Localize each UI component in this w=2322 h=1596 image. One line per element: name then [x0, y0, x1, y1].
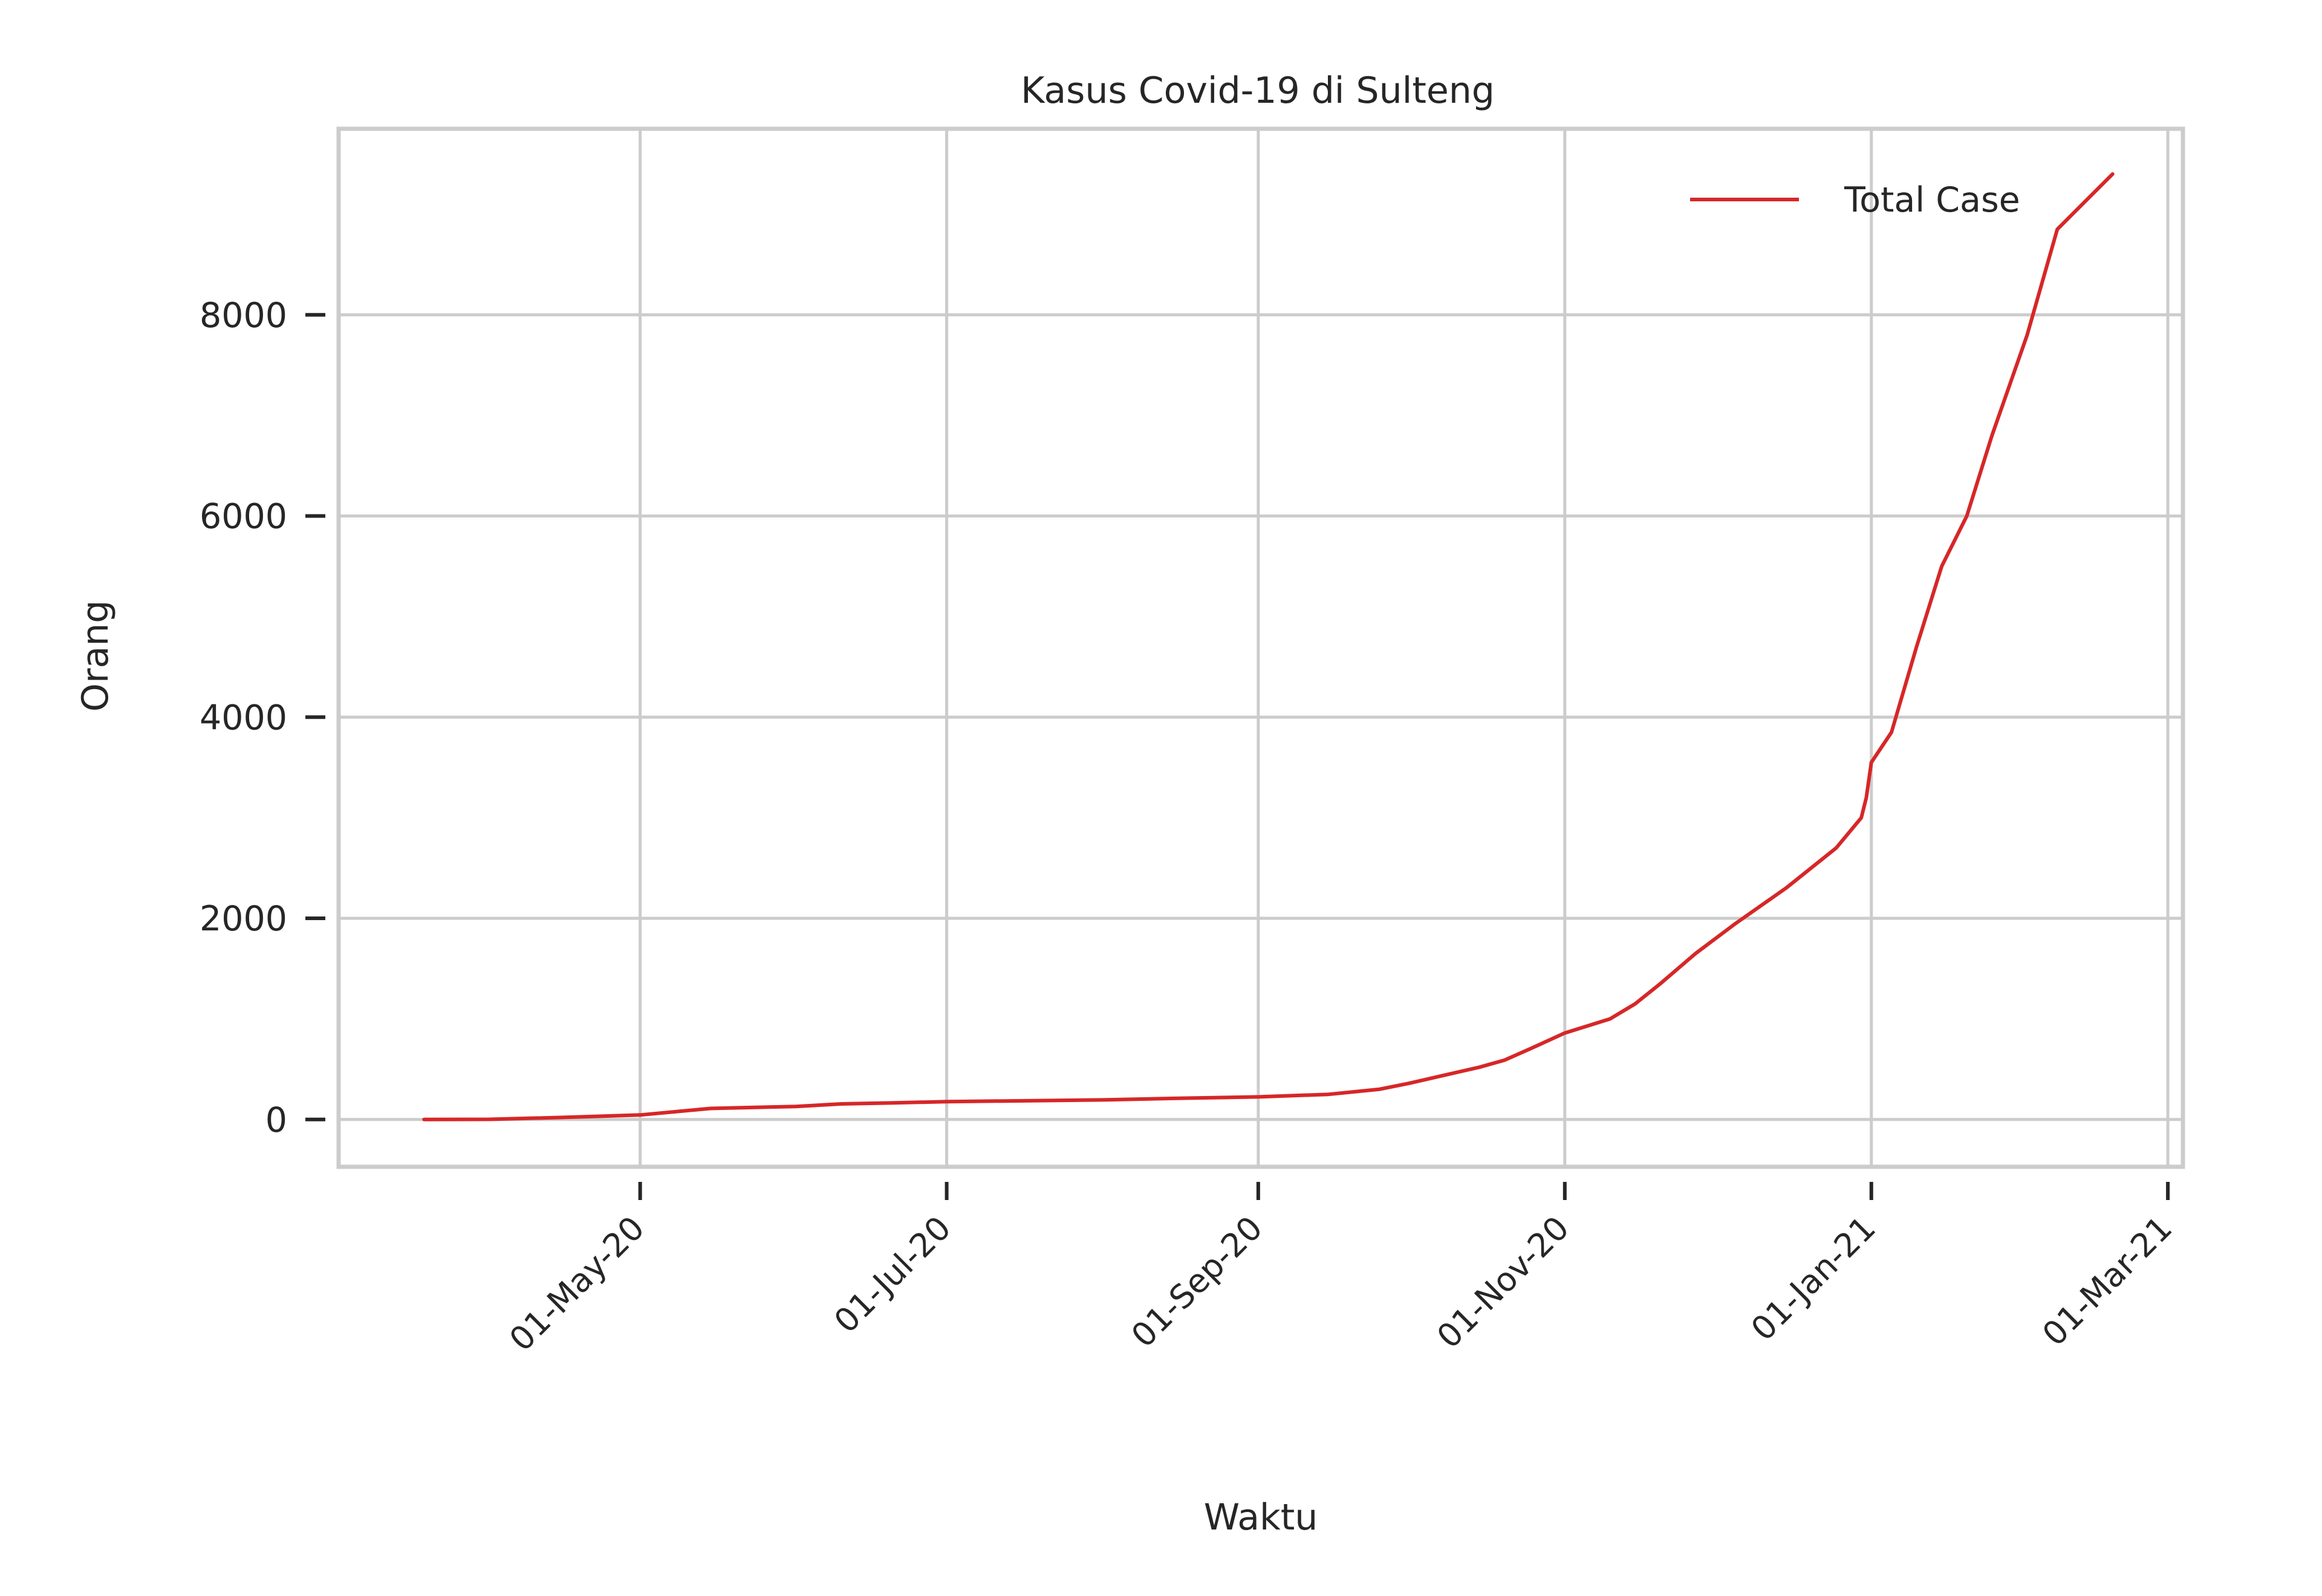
x-axis-ticks: 01-May-20 01-Jul-20 01-Sep-20 01-Nov-20 01-J…: [502, 1182, 2179, 1358]
y-tick-label: 6000: [200, 497, 287, 537]
plot-frame: [336, 126, 2185, 1169]
x-tick-label: 01-Nov-20: [1429, 1209, 1576, 1356]
x-tick-label: 01-Jul-20: [827, 1209, 958, 1340]
legend: Total Case: [1690, 180, 2020, 220]
y-tick-label: 4000: [200, 698, 287, 738]
x-tick-label: 01-Jan-21: [1744, 1209, 1883, 1348]
total-case-line: [422, 172, 2115, 1121]
y-tick-label: 0: [265, 1100, 287, 1140]
y-tick-label: 8000: [200, 296, 287, 336]
x-tick-label: 01-May-20: [502, 1209, 652, 1359]
grid-lines: [339, 129, 2183, 1167]
chart-title: Kasus Covid-19 di Sulteng: [1021, 70, 1495, 112]
x-axis-label: Waktu: [1204, 1496, 1318, 1539]
y-axis-ticks: 0 2000 4000 6000 8000: [200, 296, 325, 1140]
y-axis-label: Orang: [74, 600, 117, 712]
legend-label-total-case: Total Case: [1844, 180, 2020, 220]
x-tick-label: 01-Mar-21: [2035, 1209, 2179, 1354]
y-tick-label: 2000: [200, 899, 287, 939]
x-tick-label: 01-Sep-20: [1124, 1209, 1270, 1355]
